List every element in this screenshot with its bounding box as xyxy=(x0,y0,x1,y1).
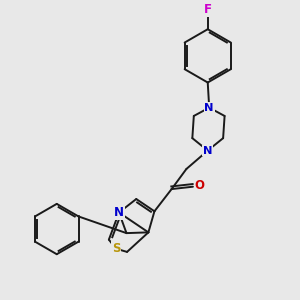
Text: N: N xyxy=(114,206,124,219)
Text: O: O xyxy=(194,179,204,192)
Text: N: N xyxy=(205,103,214,113)
Text: N: N xyxy=(203,146,212,156)
Text: F: F xyxy=(204,3,212,16)
Text: S: S xyxy=(112,242,120,255)
